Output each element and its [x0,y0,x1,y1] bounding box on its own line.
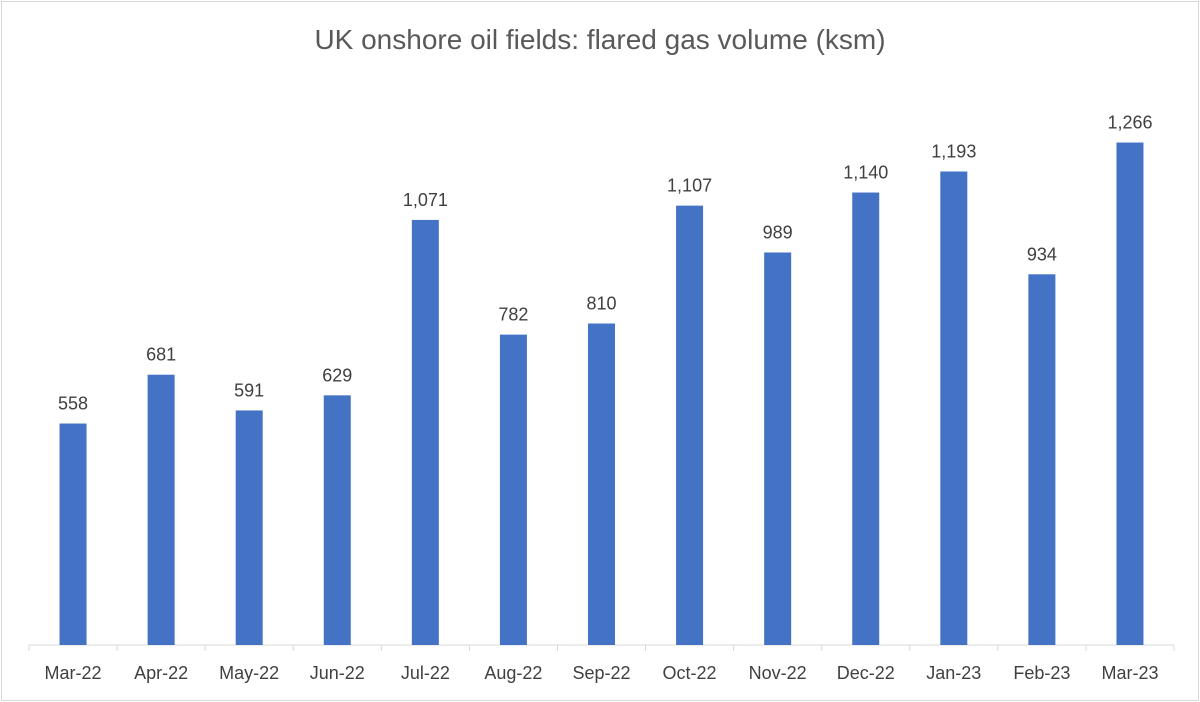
x-tick-label: Feb-23 [1013,663,1070,683]
bar-aug-22 [499,334,527,645]
bar-sep-22 [588,323,615,645]
data-label: 1,071 [403,190,448,210]
x-tick-label: Apr-22 [134,663,188,683]
x-tick-label: Nov-22 [749,663,807,683]
bar-mar-23 [1116,142,1144,645]
data-label: 1,193 [931,141,976,161]
x-tick-label: Jul-22 [401,663,450,683]
data-label: 782 [498,305,528,325]
data-label: 629 [322,365,352,385]
bar-jul-22 [411,219,439,645]
x-tick-label: Dec-22 [837,663,895,683]
x-tick-label: Mar-22 [45,663,102,683]
bar-may-22 [235,410,263,645]
data-label: 810 [586,294,616,314]
bar-jan-23 [940,171,968,646]
data-label: 1,266 [1107,113,1152,133]
data-label: 558 [58,394,88,414]
data-label: 989 [763,222,793,242]
data-label: 1,140 [843,163,888,183]
bar-nov-22 [764,252,792,646]
x-tick-label: Mar-23 [1101,663,1158,683]
chart-title: UK onshore oil fields: flared gas volume… [314,24,886,55]
bar-mar-22 [59,423,87,645]
bar-apr-22 [147,374,175,645]
data-label: 934 [1027,244,1057,264]
x-tick-label: Jan-23 [926,663,981,683]
bar-dec-22 [852,192,880,645]
x-tick-label: Aug-22 [484,663,542,683]
bar-jun-22 [323,395,351,645]
data-label: 681 [146,345,176,365]
bar-feb-23 [1028,274,1056,645]
data-label: 1,107 [667,176,712,196]
data-label: 591 [234,380,264,400]
x-tick-label: May-22 [219,663,279,683]
x-tick-label: Sep-22 [572,663,630,683]
bar-oct-22 [676,205,704,645]
x-tick-label: Jun-22 [310,663,365,683]
x-tick-label: Oct-22 [663,663,717,683]
